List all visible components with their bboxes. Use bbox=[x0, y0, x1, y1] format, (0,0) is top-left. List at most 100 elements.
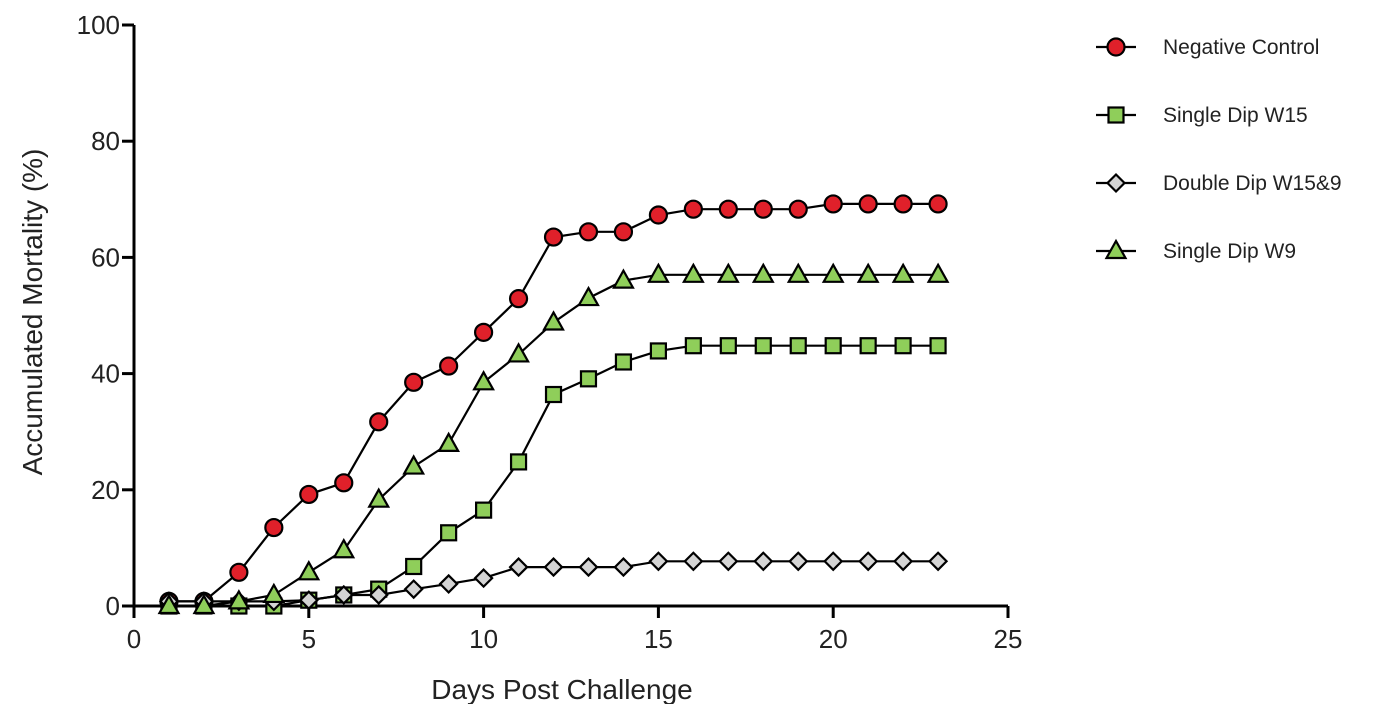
data-point bbox=[789, 337, 807, 355]
data-point bbox=[543, 557, 564, 578]
data-point bbox=[788, 551, 809, 572]
data-point bbox=[402, 454, 426, 475]
data-point bbox=[473, 568, 494, 589]
x-tick-label: 15 bbox=[644, 624, 673, 654]
data-point bbox=[718, 199, 738, 219]
data-point bbox=[647, 262, 670, 283]
data-point bbox=[157, 593, 181, 615]
data-point bbox=[893, 551, 914, 572]
data-point bbox=[928, 551, 949, 572]
data-point bbox=[578, 557, 599, 578]
series-layer bbox=[157, 194, 950, 615]
data-point bbox=[577, 285, 600, 307]
data-point bbox=[648, 551, 669, 572]
data-point bbox=[474, 322, 494, 342]
data-point bbox=[440, 524, 458, 542]
data-point bbox=[508, 289, 529, 309]
y-tick-label: 0 bbox=[106, 591, 120, 621]
legend: Negative Control Single Dip W15 Double Dip… bbox=[1096, 36, 1342, 263]
y-axis-title: Accumulated Mortality (%) bbox=[17, 149, 48, 476]
data-point bbox=[929, 337, 947, 355]
x-tick-label: 20 bbox=[819, 624, 848, 654]
series-circle bbox=[159, 194, 948, 611]
data-point bbox=[299, 484, 319, 505]
data-point bbox=[439, 356, 459, 376]
data-point bbox=[542, 310, 565, 331]
legend-marker bbox=[1106, 37, 1126, 57]
data-point bbox=[891, 262, 915, 283]
data-point bbox=[578, 222, 599, 242]
legend-marker bbox=[1105, 172, 1127, 194]
data-point bbox=[824, 337, 842, 355]
data-point bbox=[472, 370, 495, 391]
data-point bbox=[612, 268, 635, 289]
y-tick-label: 100 bbox=[77, 10, 120, 40]
data-point bbox=[367, 487, 391, 508]
y-axis: 0 20 40 60 80 100 bbox=[77, 10, 136, 621]
data-point bbox=[684, 337, 702, 355]
data-point bbox=[928, 194, 948, 214]
y-ticks: 0 20 40 60 80 100 bbox=[77, 10, 134, 621]
data-point bbox=[926, 262, 950, 283]
data-point bbox=[681, 262, 705, 283]
legend-item: Single Dip W15 bbox=[1096, 104, 1308, 127]
data-point bbox=[507, 342, 530, 363]
data-point bbox=[648, 205, 669, 225]
data-point bbox=[683, 199, 703, 219]
legend-label: Single Dip W9 bbox=[1163, 240, 1296, 263]
data-point bbox=[716, 262, 740, 283]
legend-item: Double Dip W15&9 bbox=[1096, 172, 1342, 195]
data-point bbox=[544, 385, 563, 404]
data-point bbox=[262, 582, 286, 604]
data-point bbox=[856, 262, 880, 283]
data-point bbox=[227, 589, 251, 610]
data-point bbox=[508, 557, 529, 578]
data-point bbox=[788, 199, 808, 219]
data-point bbox=[404, 372, 424, 392]
data-point bbox=[754, 337, 772, 355]
data-point bbox=[786, 262, 810, 283]
data-point bbox=[368, 584, 389, 606]
legend-label: Double Dip W15&9 bbox=[1163, 172, 1342, 195]
legend-marker bbox=[1107, 106, 1125, 124]
data-point bbox=[719, 337, 737, 355]
data-point bbox=[649, 342, 668, 360]
data-point bbox=[751, 262, 775, 283]
data-point bbox=[821, 262, 845, 283]
x-tick-label: 25 bbox=[994, 624, 1023, 654]
y-tick-label: 40 bbox=[91, 359, 120, 389]
x-tick-label: 10 bbox=[469, 624, 498, 654]
data-point bbox=[264, 517, 284, 538]
data-point bbox=[369, 412, 389, 432]
legend-item: Negative Control bbox=[1096, 36, 1319, 59]
data-point bbox=[298, 590, 319, 611]
legend-item: Single Dip W9 bbox=[1096, 238, 1296, 263]
data-point bbox=[579, 370, 598, 388]
data-point bbox=[229, 562, 249, 582]
data-point bbox=[753, 551, 774, 572]
y-tick-label: 80 bbox=[91, 126, 120, 156]
data-point bbox=[614, 353, 633, 371]
data-point bbox=[332, 537, 356, 559]
y-tick-label: 60 bbox=[91, 242, 120, 272]
data-point bbox=[403, 579, 424, 600]
x-axis: 0 5 10 15 20 25 bbox=[127, 604, 1023, 654]
legend-label: Negative Control bbox=[1163, 36, 1319, 59]
x-ticks: 0 5 10 15 20 25 bbox=[127, 606, 1023, 654]
data-point bbox=[543, 227, 564, 247]
data-point bbox=[509, 453, 528, 471]
y-tick-label: 20 bbox=[91, 475, 120, 505]
data-point bbox=[718, 551, 739, 572]
x-tick-label: 0 bbox=[127, 624, 141, 654]
data-point bbox=[858, 551, 879, 572]
series-triangle bbox=[157, 262, 950, 615]
data-point bbox=[437, 431, 461, 453]
data-point bbox=[894, 337, 912, 355]
x-axis-title: Days Post Challenge bbox=[431, 674, 692, 704]
data-point bbox=[297, 560, 321, 581]
data-point bbox=[683, 551, 704, 572]
legend-marker bbox=[1104, 238, 1128, 260]
data-point bbox=[405, 557, 423, 576]
data-point bbox=[893, 194, 913, 214]
data-point bbox=[823, 551, 844, 572]
